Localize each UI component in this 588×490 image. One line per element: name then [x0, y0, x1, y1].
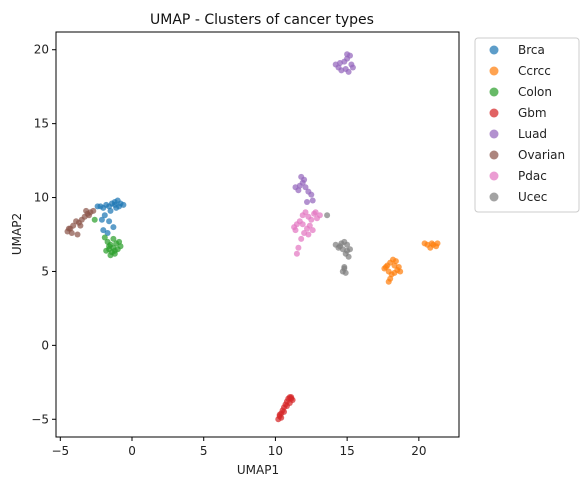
point-pdac-16 — [305, 231, 312, 238]
point-ccrcc-14 — [391, 262, 398, 269]
point-luad-10 — [337, 60, 343, 66]
point-pdac-4 — [302, 209, 309, 216]
legend-marker-ucec — [489, 192, 499, 202]
y-axis-label: UMAP2 — [10, 213, 24, 255]
point-ucec-12 — [341, 265, 348, 272]
point-ucec-4 — [344, 241, 351, 248]
point-gbm-16 — [288, 394, 295, 401]
point-colon-0 — [101, 234, 108, 241]
point-colon-12 — [111, 247, 118, 254]
legend-frame — [474, 37, 580, 213]
point-brca-14 — [106, 218, 113, 225]
point-luad-7 — [349, 64, 356, 71]
plot-frame — [55, 31, 460, 438]
point-brca-19 — [116, 203, 123, 210]
point-brca-17 — [104, 230, 111, 236]
point-ccrcc-13 — [385, 278, 392, 285]
y-tick-label: 10 — [34, 191, 49, 205]
x-tick-label: 20 — [411, 444, 426, 458]
point-ccrcc-20 — [434, 240, 441, 247]
legend-label-luad: Luad — [518, 127, 547, 141]
legend-marker-luad — [489, 129, 499, 139]
point-luad-11 — [344, 51, 351, 58]
point-pdac-14 — [295, 244, 302, 251]
point-ovarian-11 — [68, 230, 75, 236]
point-luad-9 — [342, 66, 349, 72]
x-tick-label: 15 — [339, 444, 354, 458]
legend-label-gbm: Gbm — [518, 106, 547, 120]
point-ovarian-15 — [86, 212, 92, 219]
point-ucec-13 — [324, 212, 331, 219]
legend-marker-gbm — [489, 108, 499, 118]
point-ucec-15 — [344, 247, 351, 254]
point-luad-14 — [302, 184, 309, 191]
point-luad-21 — [292, 184, 299, 191]
point-brca-12 — [101, 212, 108, 219]
x-tick-label: 0 — [128, 444, 136, 458]
point-ccrcc-21 — [428, 240, 435, 247]
point-ovarian-10 — [83, 207, 90, 214]
x-axis-label: UMAP1 — [237, 463, 279, 477]
chart-title: UMAP - Clusters of cancer types — [150, 12, 374, 28]
point-pdac-9 — [316, 212, 323, 219]
point-ovarian-12 — [74, 231, 81, 238]
x-tick-label: −5 — [51, 444, 69, 458]
legend: Brca Ccrcc Colon Gbm Luad Ovarian Pdac Ucec — [474, 37, 580, 213]
point-brca-16 — [100, 227, 107, 234]
legend-label-ccrcc: Ccrcc — [518, 64, 551, 78]
axes: −5 0 5 10 15 20 −5 0 5 10 15 20 — [31, 43, 426, 458]
point-luad-22 — [304, 199, 310, 205]
point-brca-11 — [107, 207, 114, 214]
point-pdac-13 — [298, 235, 305, 242]
plot-area — [64, 51, 441, 423]
point-ccrcc-11 — [382, 264, 389, 270]
legend-label-colon: Colon — [518, 85, 552, 99]
point-colon-16 — [106, 246, 113, 253]
point-gbm-12 — [281, 408, 287, 415]
legend-marker-ccrcc — [489, 66, 499, 76]
x-tick-label: 10 — [268, 444, 283, 458]
legend-marker-colon — [489, 87, 499, 97]
point-pdac-6 — [308, 216, 315, 223]
point-brca-13 — [98, 216, 105, 223]
y-tick-label: 5 — [41, 264, 49, 278]
point-ucec-8 — [345, 253, 352, 260]
point-ucec-14 — [337, 243, 343, 250]
point-ovarian-14 — [77, 222, 84, 229]
point-pdac-17 — [299, 221, 306, 228]
point-luad-20 — [301, 176, 308, 183]
legend-label-ucec: Ucec — [518, 190, 547, 204]
point-ovarian-13 — [65, 225, 72, 232]
point-colon-15 — [91, 216, 98, 223]
point-gbm-14 — [286, 400, 293, 406]
point-colon-14 — [110, 235, 117, 242]
point-ovarian-9 — [90, 207, 97, 214]
point-brca-15 — [110, 224, 117, 231]
point-pdac-19 — [312, 209, 319, 216]
y-tick-label: −5 — [31, 412, 49, 426]
point-luad-16 — [308, 191, 315, 198]
point-ccrcc-10 — [397, 268, 404, 275]
point-pdac-15 — [293, 250, 300, 257]
y-tick-label: 15 — [34, 117, 49, 131]
legend-marker-ovarian — [489, 150, 499, 160]
legend-label-pdac: Pdac — [518, 169, 547, 183]
point-pdac-18 — [309, 227, 316, 234]
x-tick-label: 5 — [200, 444, 208, 458]
y-tick-label: 0 — [41, 338, 49, 352]
point-pdac-11 — [304, 225, 310, 232]
legend-label-brca: Brca — [518, 43, 545, 57]
y-tick-label: 20 — [34, 43, 49, 57]
legend-marker-brca — [489, 45, 499, 55]
point-pdac-20 — [292, 227, 299, 234]
point-ovarian-2 — [70, 222, 77, 229]
point-colon-11 — [107, 252, 114, 259]
legend-marker-pdac — [489, 171, 499, 181]
legend-label-ovarian: Ovarian — [518, 148, 565, 162]
point-luad-17 — [309, 197, 316, 204]
point-gbm-15 — [276, 411, 283, 418]
point-colon-13 — [117, 243, 124, 250]
